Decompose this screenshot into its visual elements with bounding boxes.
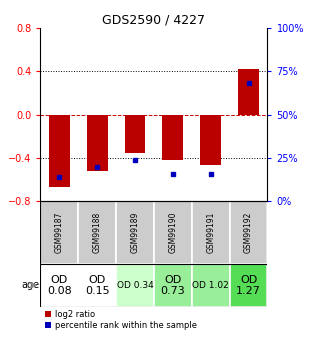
Text: OD
1.27: OD 1.27 [236, 275, 261, 296]
Bar [154, 264, 192, 307]
Bar [162, 115, 183, 160]
Text: GSM99191: GSM99191 [206, 212, 215, 253]
Bar [87, 115, 108, 171]
Bar [116, 264, 154, 307]
Text: OD 0.34: OD 0.34 [117, 281, 153, 290]
Text: GSM99189: GSM99189 [131, 212, 140, 253]
Bar [192, 264, 230, 307]
Text: OD
0.08: OD 0.08 [47, 275, 72, 296]
Bar [49, 115, 70, 187]
Text: OD
0.15: OD 0.15 [85, 275, 109, 296]
Bar [116, 201, 154, 264]
Bar [238, 69, 259, 115]
Legend: log2 ratio, percentile rank within the sample: log2 ratio, percentile rank within the s… [44, 310, 197, 330]
Bar [154, 201, 192, 264]
Bar [78, 201, 116, 264]
Text: OD 1.02: OD 1.02 [192, 281, 229, 290]
Text: GSM99190: GSM99190 [168, 212, 177, 253]
Bar [230, 264, 267, 307]
Bar [125, 115, 146, 152]
Text: age: age [21, 280, 40, 290]
Text: OD
0.73: OD 0.73 [160, 275, 185, 296]
Bar [200, 115, 221, 165]
Text: GSM99187: GSM99187 [55, 212, 64, 253]
Bar [40, 201, 78, 264]
Text: GSM99188: GSM99188 [93, 212, 102, 253]
Bar [40, 264, 78, 307]
Text: GSM99192: GSM99192 [244, 212, 253, 253]
Bar [78, 264, 116, 307]
Bar [192, 201, 230, 264]
Bar [230, 201, 267, 264]
Title: GDS2590 / 4227: GDS2590 / 4227 [102, 13, 206, 27]
